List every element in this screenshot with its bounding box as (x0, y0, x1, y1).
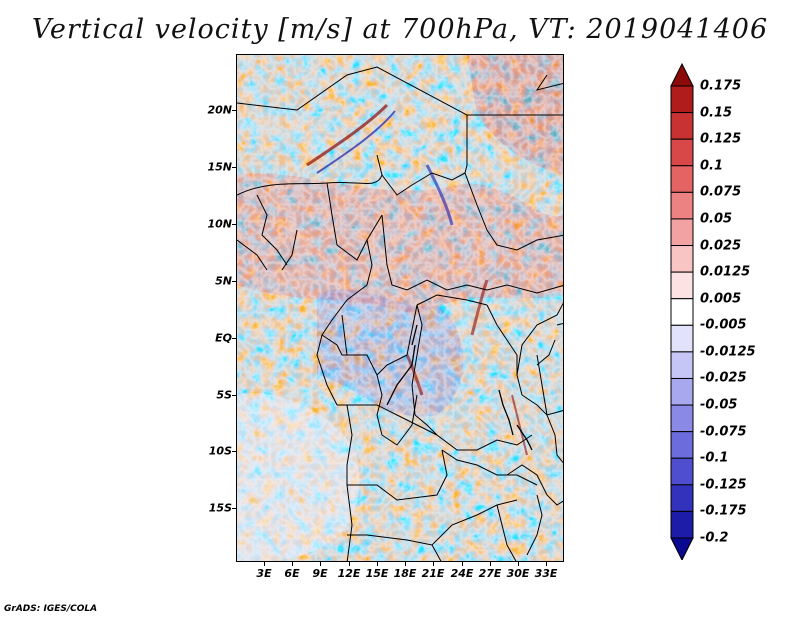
lon-label-30e: 30E (506, 567, 530, 580)
lon-label-24e: 24E (450, 567, 474, 580)
colorbar-label: -0.125 (700, 477, 747, 493)
lon-tick (462, 562, 463, 566)
lat-tick (232, 110, 236, 111)
colorbar-label: -0.025 (700, 370, 747, 386)
lon-label-12e: 12E (337, 567, 361, 580)
lat-label-10n: 10N (207, 217, 232, 231)
lon-label-33e: 33E (534, 567, 558, 580)
colorbar-segment (670, 271, 694, 300)
colorbar-segment (670, 510, 694, 539)
lat-label-10s: 10S (208, 444, 232, 458)
colorbar (670, 62, 694, 560)
colorbar-segment (670, 404, 694, 433)
colorbar-segment (670, 245, 694, 273)
lat-label-5s: 5S (216, 388, 232, 402)
colorbar-label: 0.1 (700, 158, 724, 174)
colorbar-top-arrow (670, 62, 694, 87)
lat-label-5n: 5N (215, 274, 232, 288)
colorbar-segment (670, 377, 694, 406)
colorbar-label: 0.15 (700, 105, 733, 121)
colorbar-segment (670, 165, 694, 193)
lat-tick (232, 508, 236, 509)
colorbar-label: -0.175 (700, 503, 747, 519)
colorbar-label: -0.0125 (700, 344, 756, 360)
colorbar-label: 0.005 (700, 291, 742, 307)
map-panel (236, 54, 564, 562)
colorbar-label: 0.0125 (700, 264, 751, 280)
colorbar-segment (670, 324, 694, 353)
colorbar-segment (670, 138, 694, 167)
lon-tick (546, 562, 547, 566)
chart-title: Vertical velocity [m/s] at 700hPa, VT: 2… (31, 14, 769, 45)
lon-label-15e: 15E (365, 567, 389, 580)
colorbar-label: -0.05 (700, 397, 738, 413)
lat-tick (232, 338, 236, 339)
lon-label-3e: 3E (256, 567, 272, 580)
colorbar-label: -0.005 (700, 317, 747, 333)
lat-tick (232, 167, 236, 168)
lon-tick (377, 562, 378, 566)
colorbar-label: -0.075 (700, 424, 747, 440)
colorbar-label: -0.1 (700, 450, 729, 466)
lat-tick (232, 395, 236, 396)
lon-tick (349, 562, 350, 566)
colorbar-label: -0.2 (700, 530, 729, 546)
lon-tick (433, 562, 434, 566)
lat-tick (232, 451, 236, 452)
lon-label-21e: 21E (421, 567, 445, 580)
lat-tick (232, 224, 236, 225)
lon-label-27e: 27E (478, 567, 502, 580)
colorbar-bottom-arrow (670, 537, 694, 560)
lat-label-15s: 15S (208, 501, 232, 515)
lat-label-20n: 20N (207, 103, 232, 117)
lat-label-eq: EQ (215, 331, 232, 345)
lon-label-6e: 6E (284, 567, 300, 580)
credit-label: GrADS: IGES/COLA (4, 604, 98, 614)
lon-tick (518, 562, 519, 566)
vertical-velocity-field (237, 55, 563, 561)
lon-tick (490, 562, 491, 566)
colorbar-label: 0.125 (700, 131, 742, 147)
lat-label-15n: 15N (207, 160, 232, 174)
colorbar-segment (670, 85, 694, 114)
colorbar-segment (670, 191, 694, 220)
colorbar-label: 0.05 (700, 211, 733, 227)
colorbar-segment (670, 298, 694, 326)
lon-tick (292, 562, 293, 566)
colorbar-segment (670, 218, 694, 247)
colorbar-label: 0.075 (700, 184, 742, 200)
colorbar-segment (670, 351, 694, 379)
lon-label-9e: 9E (312, 567, 328, 580)
colorbar-label: 0.025 (700, 238, 742, 254)
lon-tick (405, 562, 406, 566)
colorbar-segment (670, 112, 694, 140)
lon-tick (264, 562, 265, 566)
lon-tick (320, 562, 321, 566)
colorbar-label: 0.175 (700, 78, 742, 94)
colorbar-segment (670, 431, 694, 459)
colorbar-segment (670, 484, 694, 512)
colorbar-segment (670, 457, 694, 486)
lat-tick (232, 281, 236, 282)
lon-label-18e: 18E (393, 567, 417, 580)
